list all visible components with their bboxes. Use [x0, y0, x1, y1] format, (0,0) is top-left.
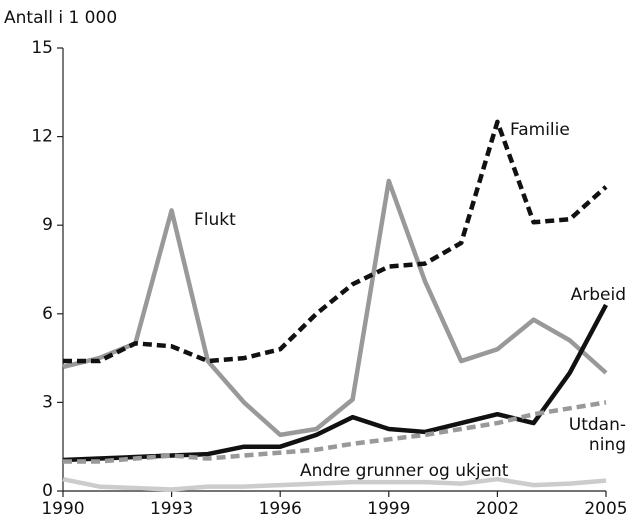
series-label-line: Utdan-	[569, 415, 626, 435]
series-label: Utdan-ning	[569, 415, 626, 455]
series-label: Flukt	[194, 210, 236, 230]
x-tick-label: 1993	[150, 499, 193, 519]
series-line	[63, 400, 607, 464]
series-line	[62, 178, 608, 438]
series-label: Arbeid	[571, 285, 626, 305]
x-tick-label: 1996	[259, 499, 302, 519]
series-label-line: ning	[589, 435, 626, 455]
series-line	[62, 476, 607, 492]
x-tick-label: 1990	[41, 499, 84, 519]
y-axis-label: Antall i 1 000	[4, 8, 117, 28]
y-tick-label: 3	[42, 392, 53, 412]
x-tick-label: 2002	[476, 499, 519, 519]
y-tick-label: 15	[31, 38, 53, 58]
y-tick-label: 0	[42, 481, 53, 501]
series-label: Andre grunner og ukjent	[300, 461, 509, 481]
y-tick-label: 9	[42, 215, 53, 235]
y-tick-label: 6	[42, 304, 53, 324]
x-tick-label: 2005	[584, 499, 627, 519]
x-tick-label: 1999	[367, 499, 410, 519]
series-line	[63, 119, 608, 364]
y-tick-label: 12	[31, 127, 53, 147]
series-label: Familie	[510, 120, 570, 140]
